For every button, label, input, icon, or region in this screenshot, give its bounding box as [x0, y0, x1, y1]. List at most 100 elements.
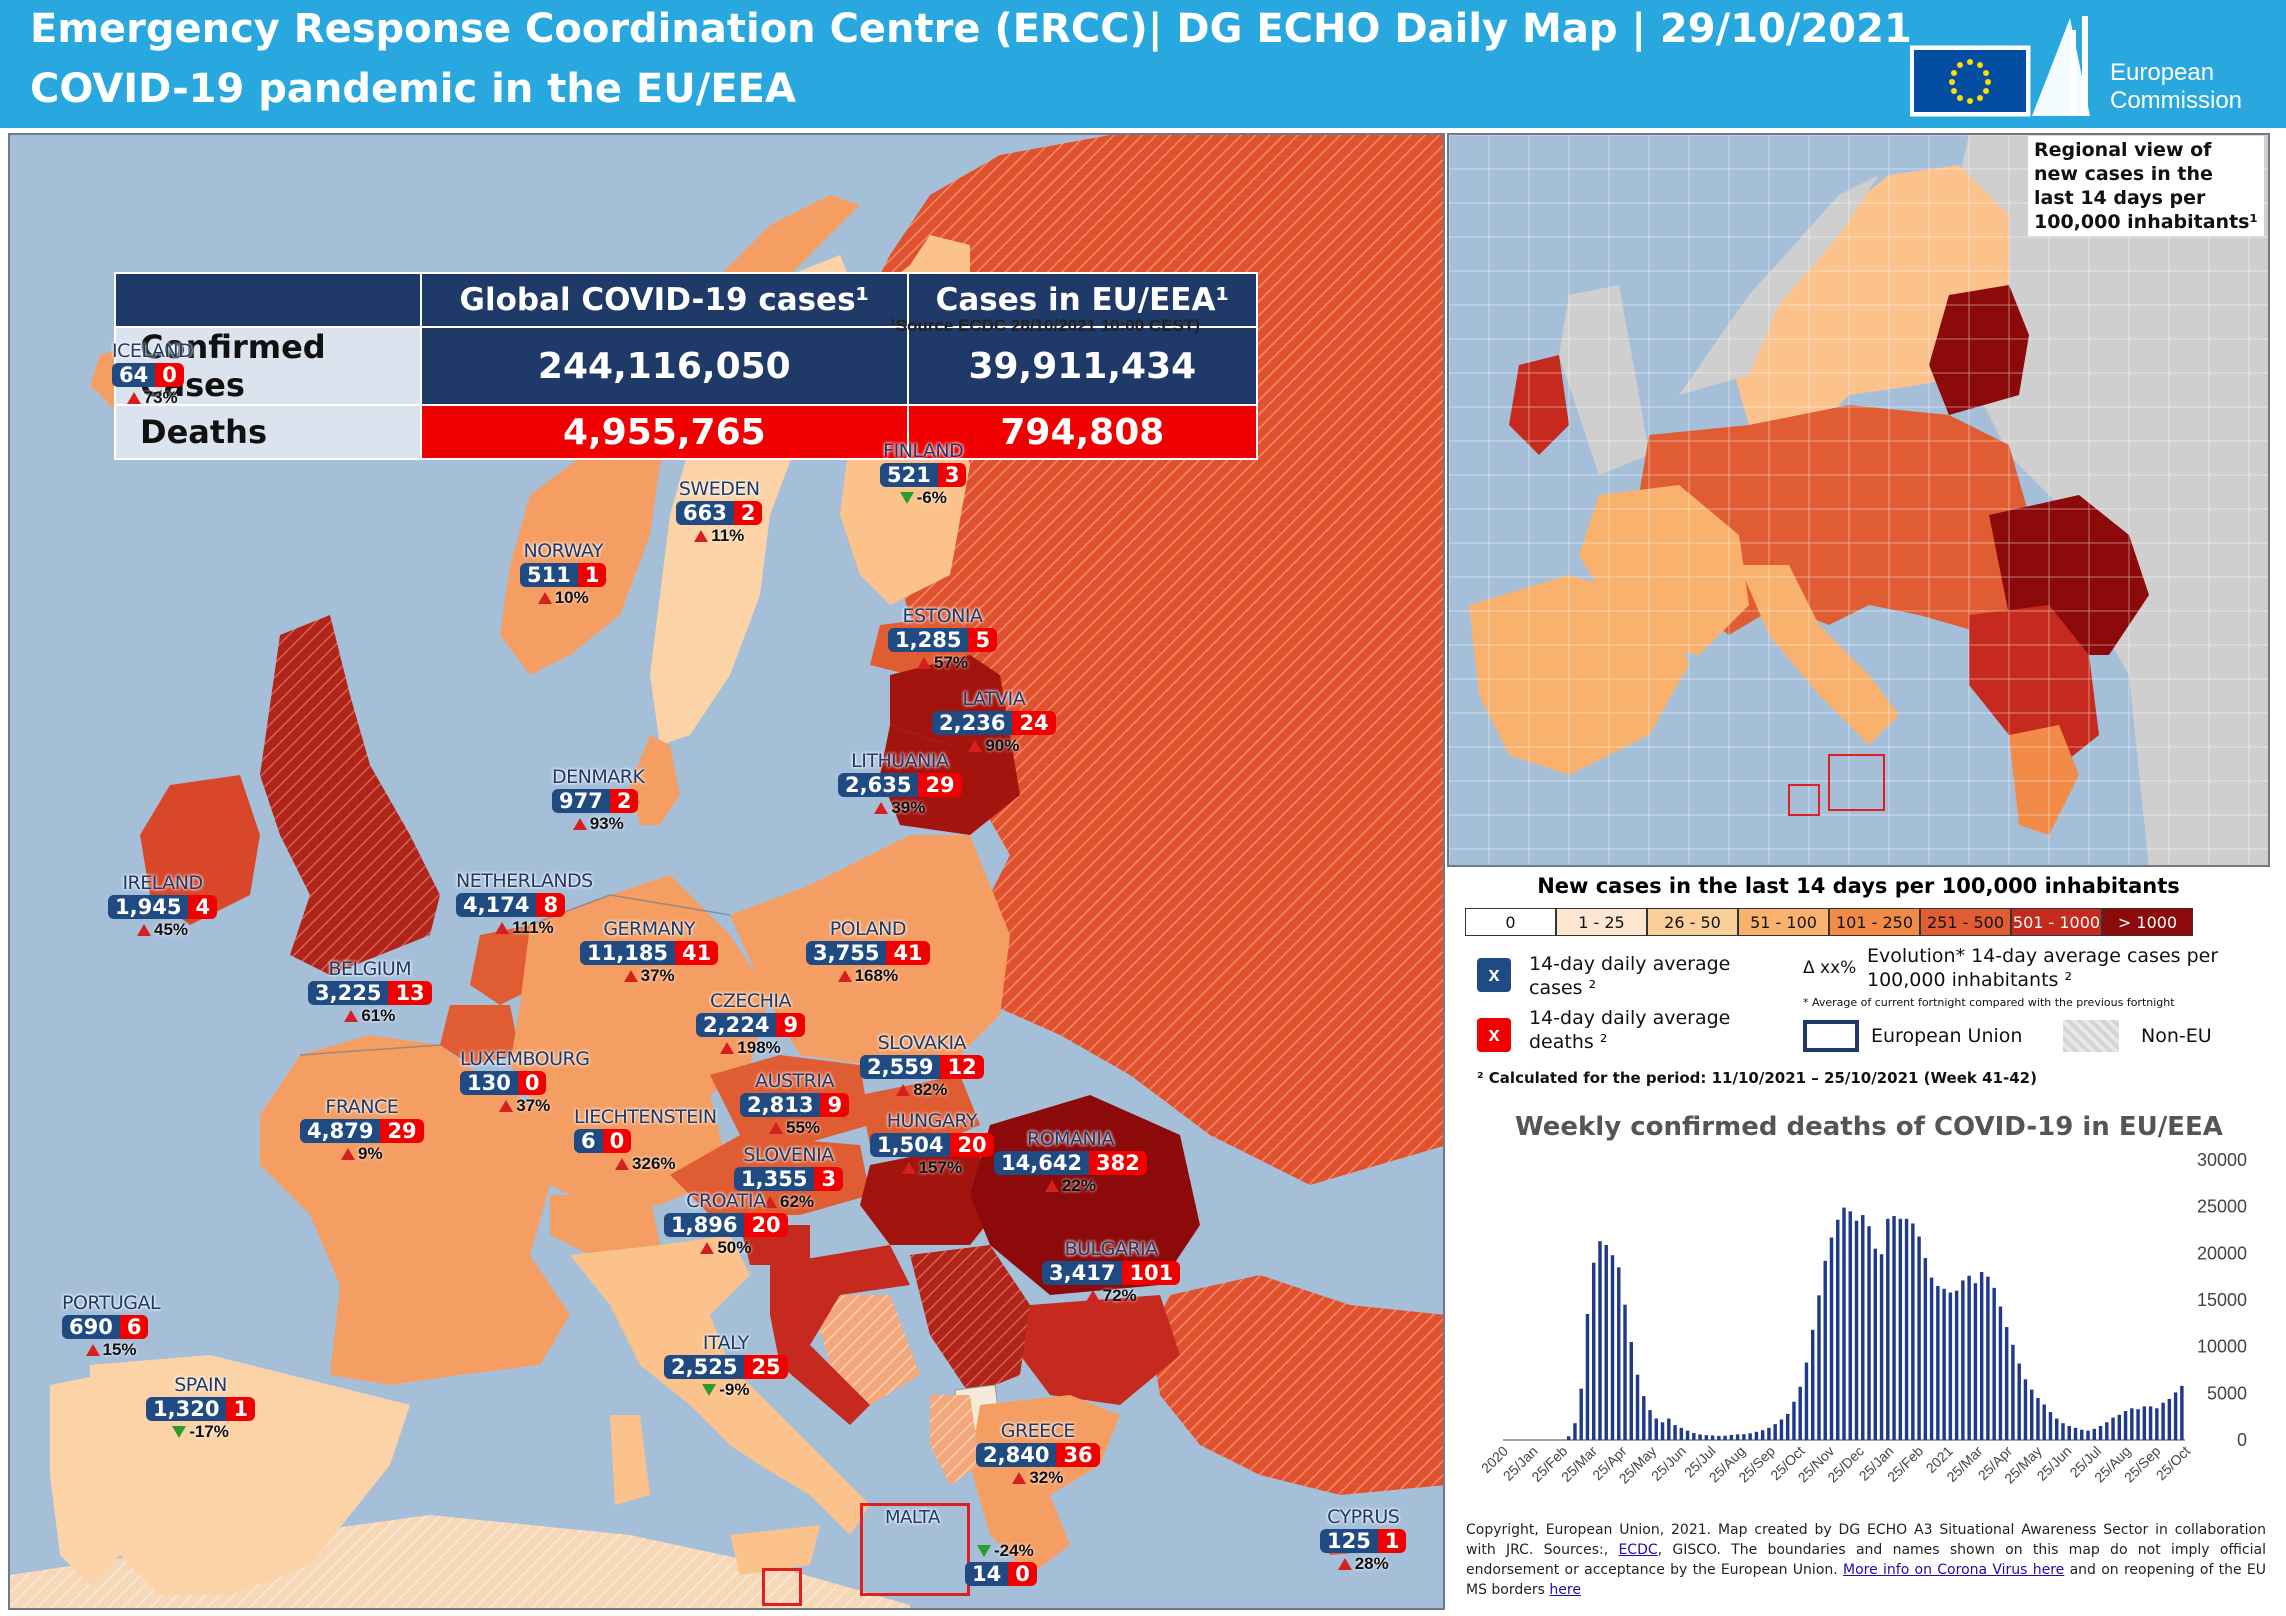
country-czechia[interactable]: CZECHIA 2,224 9 198% — [696, 990, 806, 1058]
country-hungary[interactable]: HUNGARY 1,504 20 157% — [870, 1110, 994, 1178]
row-deaths-header: Deaths — [114, 404, 422, 460]
cases-box: 1,285 — [888, 628, 969, 652]
country-name: AUSTRIA — [755, 1070, 834, 1092]
eu-confirmed-value: 39,911,434 — [906, 326, 1259, 406]
country-cyprus[interactable]: CYPRUS 125 1 28% — [1320, 1506, 1407, 1574]
chart-bar — [2036, 1398, 2040, 1440]
evolution-indicator: 72% — [1042, 1286, 1180, 1306]
chart-bar — [1961, 1280, 1965, 1440]
up-triangle-icon — [968, 740, 983, 752]
chart-bar — [1873, 1248, 1878, 1440]
col-global-header: Global COVID-19 cases¹ — [420, 272, 909, 328]
country-iceland[interactable]: ICELAND 64 0 73% — [112, 340, 193, 408]
country-slovakia[interactable]: SLOVAKIA 2,559 12 82% — [860, 1032, 984, 1100]
country-name: PORTUGAL — [62, 1292, 161, 1314]
country-lithuania[interactable]: LITHUANIA 2,635 29 39% — [838, 750, 962, 818]
chart-bar — [2111, 1417, 2115, 1440]
chart-svg: 050001000015000200002500030000202025/Jan… — [1478, 1150, 2247, 1487]
country-portugal[interactable]: PORTUGAL 690 6 15% — [62, 1292, 161, 1360]
up-triangle-icon — [901, 1162, 916, 1174]
cases-box: 977 — [552, 789, 610, 813]
legend-eu-label: European Union — [1871, 1025, 2023, 1047]
chart-bar — [2098, 1426, 2103, 1440]
chart-bar — [1598, 1241, 1602, 1440]
chart-bar — [2086, 1430, 2090, 1440]
country-name: SLOVENIA — [743, 1144, 834, 1166]
chart-bar — [1892, 1216, 1896, 1440]
cases-box: 2,635 — [838, 773, 919, 797]
legend-class-4: 101 - 250 — [1829, 908, 1920, 936]
chart-bar — [1911, 1223, 1915, 1440]
evolution-indicator: 11% — [676, 526, 762, 546]
country-netherlands[interactable]: NETHERLANDS 4,174 8 111% — [456, 870, 593, 938]
country-france[interactable]: FRANCE 4,879 29 9% — [300, 1096, 424, 1164]
chart-bar — [2061, 1423, 2065, 1440]
global-deaths-value: 4,955,765 — [420, 404, 909, 460]
up-triangle-icon — [700, 1242, 715, 1254]
evolution-indicator: 111% — [456, 918, 593, 938]
country-liechtenstein[interactable]: LIECHTENSTEIN 6 0 326% — [574, 1106, 717, 1174]
legend-class-0: 0 — [1465, 908, 1556, 936]
country-name: FINLAND — [883, 440, 964, 462]
country-name: BULGARIA — [1064, 1238, 1159, 1260]
country-name: LIECHTENSTEIN — [574, 1106, 717, 1128]
chart-bar — [1942, 1288, 1946, 1440]
country-slovenia[interactable]: SLOVENIA 1,355 3 62% — [734, 1144, 844, 1212]
chart-bar — [2004, 1327, 2009, 1440]
y-tick-label: 25000 — [2197, 1197, 2247, 1217]
deaths-box: 29 — [918, 773, 962, 797]
country-name: CZECHIA — [710, 990, 791, 1012]
borders-link[interactable]: here — [1549, 1582, 1581, 1598]
chart-bar — [1823, 1260, 1827, 1440]
country-luxembourg[interactable]: LUXEMBOURG 130 0 37% — [460, 1048, 590, 1116]
chart-bar — [1704, 1435, 1709, 1440]
chart-bar — [1692, 1433, 1696, 1440]
country-denmark[interactable]: DENMARK 977 2 93% — [552, 766, 645, 834]
country-norway[interactable]: NORWAY 511 1 10% — [520, 540, 607, 608]
map-subtitle: COVID-19 pandemic in the EU/EEA — [30, 66, 796, 112]
chart-bar — [1804, 1362, 1809, 1440]
portugal — [50, 1375, 120, 1585]
chart-bar — [2148, 1406, 2153, 1440]
corona-info-link[interactable]: More info on Corona Virus here — [1843, 1562, 2065, 1578]
europe-map[interactable]: Global COVID-19 cases¹ Cases in EU/EEA¹ … — [8, 133, 1445, 1610]
country-finland[interactable]: FINLAND 521 3 -6% — [880, 440, 967, 508]
chart-bar — [1698, 1434, 1702, 1440]
country-belgium[interactable]: BELGIUM 3,225 13 61% — [308, 958, 432, 1026]
deaths-box: 2 — [733, 501, 763, 525]
country-greece[interactable]: GREECE 2,840 36 32% — [976, 1420, 1100, 1488]
chart-bar — [2080, 1429, 2084, 1440]
ecdc-link[interactable]: ECDC — [1618, 1542, 1658, 1558]
country-poland[interactable]: POLAND 3,755 41 168% — [806, 918, 930, 986]
regional-title: Regional view of new cases in the last 1… — [2028, 136, 2264, 236]
country-latvia[interactable]: LATVIA 2,236 24 90% — [932, 688, 1056, 756]
legend-class-1: 1 - 25 — [1556, 908, 1647, 936]
regional-map[interactable] — [1447, 133, 2270, 867]
country-ireland[interactable]: IRELAND 1,945 4 45% — [108, 872, 218, 940]
deaths-box: 9 — [820, 1093, 850, 1117]
chart-bar — [1729, 1434, 1734, 1440]
malta-name: MALTA — [885, 1507, 940, 1528]
chart-bar — [1592, 1262, 1596, 1440]
chart-bar — [2048, 1412, 2053, 1440]
deaths-box: 8 — [536, 893, 566, 917]
malta-deaths: 0 — [1008, 1562, 1037, 1586]
country-spain[interactable]: SPAIN 1,320 1 -17% — [146, 1374, 256, 1442]
country-estonia[interactable]: ESTONIA 1,285 5 57% — [888, 605, 998, 673]
deaths-symbol-icon: x — [1477, 1018, 1511, 1052]
country-croatia[interactable]: CROATIA 1,896 20 50% — [664, 1190, 788, 1258]
country-austria[interactable]: AUSTRIA 2,813 9 55% — [740, 1070, 850, 1138]
evolution-indicator: 10% — [520, 588, 606, 608]
chart-bar — [1742, 1434, 1746, 1440]
country-italy[interactable]: ITALY 2,525 25 -9% — [664, 1332, 788, 1400]
country-romania[interactable]: ROMANIA 14,642 382 22% — [994, 1128, 1147, 1196]
chart-bar — [2161, 1402, 2165, 1440]
country-bulgaria[interactable]: BULGARIA 3,417 101 72% — [1042, 1238, 1181, 1306]
country-sweden[interactable]: SWEDEN 663 2 11% — [676, 478, 763, 546]
country-germany[interactable]: GERMANY 11,185 41 37% — [580, 918, 719, 986]
chart-bar — [1566, 1436, 1571, 1440]
up-triangle-icon — [694, 530, 709, 542]
col-eu-header: Cases in EU/EEA¹ — [906, 272, 1259, 328]
chart-bar — [1836, 1219, 1840, 1440]
y-tick-label: 10000 — [2197, 1337, 2247, 1357]
